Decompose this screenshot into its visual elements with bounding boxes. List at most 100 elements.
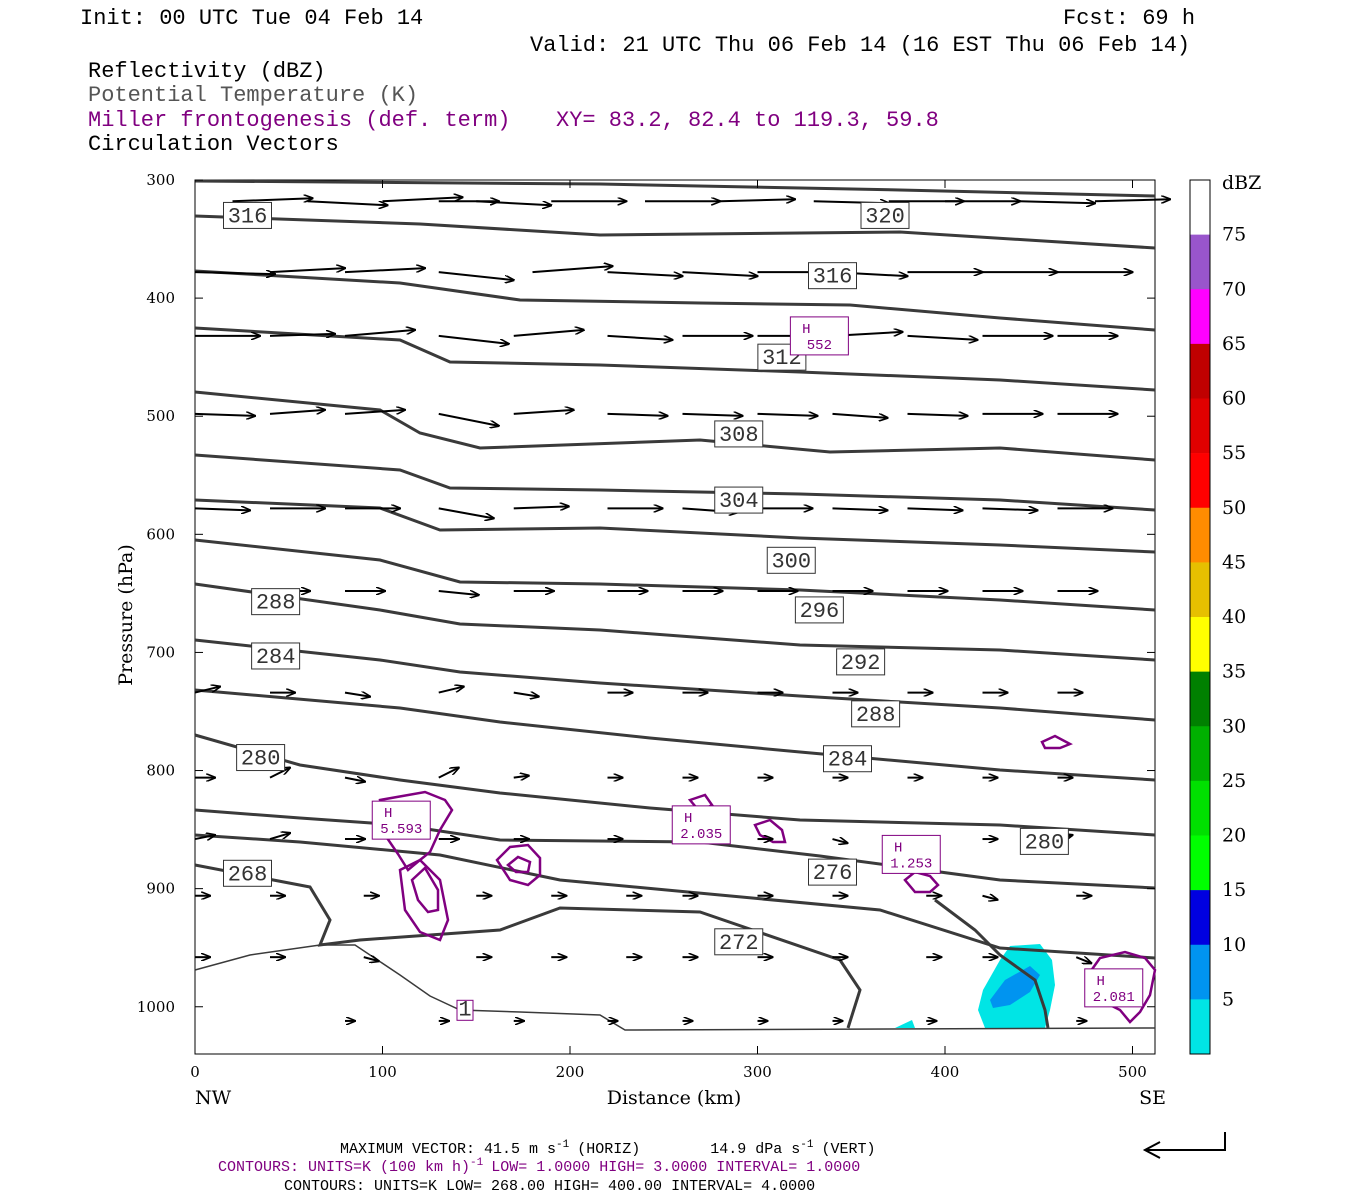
circulation-vector-arrow: [982, 508, 1038, 510]
circulation-vectors: [194, 197, 1170, 1021]
theta-contour: [194, 326, 1156, 392]
frontogenesis-contour: [495, 843, 542, 887]
field-frontogenesis: Miller frontogenesis (def. term): [88, 108, 510, 133]
circulation-vector-arrow: [832, 412, 888, 418]
theta-label-box: [808, 262, 857, 290]
theta-contour: [194, 179, 1156, 198]
y-tick-label: 400: [146, 289, 175, 307]
circulation-vector-arrow: [607, 271, 683, 276]
colorbar-label: 40: [1222, 606, 1246, 628]
colorbar-swatch: [1190, 671, 1210, 727]
colorbar-label: 30: [1222, 715, 1246, 737]
theta-label-text: 1: [458, 997, 471, 1022]
circulation-vector-arrow: [307, 200, 388, 205]
frontogenesis-contour: [398, 858, 450, 942]
colorbar-swatch: [1190, 780, 1210, 836]
theta-label-text: 292: [841, 651, 881, 676]
maximum-value: 1.253: [890, 856, 932, 872]
theta-contour: [194, 833, 1156, 960]
circulation-vector-arrow: [344, 693, 370, 697]
frontogenesis-maximum: H2.081: [1084, 968, 1144, 1008]
plot-frame: [194, 179, 1156, 1055]
y-tick-label: 800: [146, 762, 175, 780]
theta-contour: [934, 898, 1050, 1029]
theta-contour-label: 280: [236, 744, 286, 772]
y-tick-label: 600: [146, 525, 175, 543]
theta-label-text: 280: [1025, 830, 1065, 855]
circulation-vector-arrow: [344, 268, 425, 274]
circulation-vector-arrow: [513, 776, 529, 778]
x-axis-ticks: 0 100 200 300 400 500: [190, 180, 1147, 1081]
colorbar-swatch: [1190, 726, 1210, 782]
maximum-box: [371, 800, 431, 840]
circulation-vector-arrow: [907, 334, 978, 340]
frontogenesis-contours: [378, 734, 1157, 1024]
theta-label-box: [223, 859, 272, 887]
valid-time: Valid: 21 UTC Thu 06 Feb 14 (16 EST Thu …: [530, 33, 1190, 58]
circulation-vector-arrow: [438, 507, 494, 518]
maximum-letter: H: [384, 806, 392, 822]
theta-label-text: 284: [828, 748, 868, 773]
theta-contour: [194, 582, 1156, 662]
circulation-vector-arrow: [513, 506, 569, 508]
circulation-vector-arrow: [607, 334, 673, 340]
theta-label-box: [794, 596, 844, 624]
theta-contour-label: 320: [860, 201, 910, 229]
theta-contour: [194, 733, 1156, 837]
theta-label-box: [823, 745, 872, 773]
theta-label-box: [860, 201, 910, 229]
maximum-box: [1084, 968, 1144, 1008]
forecast-hour: Fcst: 69 h: [1063, 6, 1195, 31]
y-tick-label: 1000: [137, 998, 175, 1016]
footer-contours-theta: CONTOURS: UNITS=K LOW= 268.00 HIGH= 400.…: [284, 1178, 815, 1195]
circulation-vector-arrow: [344, 778, 365, 782]
maximum-letter: H: [684, 811, 692, 827]
reference-vector-icon: [1142, 1132, 1226, 1159]
colorbar-label: 50: [1222, 497, 1246, 519]
theta-label-box: [223, 201, 272, 229]
theta-contour: [194, 688, 1156, 782]
colorbar-swatch: [1190, 289, 1210, 345]
colorbar-label: 55: [1222, 442, 1246, 464]
theta-label-box: [766, 546, 816, 574]
theta-label-box: [456, 999, 474, 1021]
colorbar-label: 35: [1222, 661, 1246, 683]
circulation-vector-arrow: [513, 410, 574, 415]
circulation-vector-arrow: [513, 330, 584, 337]
circulation-vector-arrow: [532, 266, 613, 274]
theta-label-text: 288: [856, 703, 896, 728]
x-axis-label: Distance (km): [607, 1087, 742, 1109]
x-axis-right-end: SE: [1139, 1087, 1166, 1109]
colorbar-swatch: [1190, 562, 1210, 618]
theta-label-box: [836, 648, 886, 676]
x-tick-label: 0: [190, 1063, 200, 1081]
maximum-box: [881, 834, 941, 874]
theta-contour: [194, 538, 1156, 612]
colorbar-swatch: [1190, 507, 1210, 563]
theta-label-text: 316: [813, 265, 853, 290]
theta-label-text: 276: [813, 861, 853, 886]
y-tick-label: 500: [146, 407, 175, 425]
circulation-vector-arrow: [344, 410, 405, 415]
frontogenesis-contour: [506, 855, 532, 874]
theta-contour-label: 276: [808, 858, 857, 886]
theta-contour-label: 316: [808, 262, 857, 290]
theta-label-text: 300: [771, 549, 811, 574]
circulation-vector-arrow: [194, 272, 275, 274]
y-tick-label: 300: [146, 171, 175, 189]
maximum-value: 5.593: [380, 822, 422, 838]
colorbar-label: 20: [1222, 825, 1246, 847]
circulation-vector-arrow: [269, 768, 290, 779]
frontogenesis-maximum: H1.253: [881, 834, 941, 874]
theta-contour-label: 1: [456, 997, 474, 1022]
footer-max-vector: MAXIMUM VECTOR: 41.5 m s-1 (HORIZ) 14.9 dP…: [340, 1139, 876, 1158]
y-tick-label: 700: [146, 643, 175, 661]
x-tick-label: 200: [556, 1063, 585, 1081]
theta-contour-label: 268: [223, 859, 272, 887]
frontogenesis-contour: [753, 818, 787, 844]
circulation-vector-arrow: [438, 590, 479, 595]
circulation-vector-arrow: [907, 508, 963, 510]
theta-contour: [194, 808, 1156, 890]
circulation-vector-arrow: [438, 412, 499, 426]
